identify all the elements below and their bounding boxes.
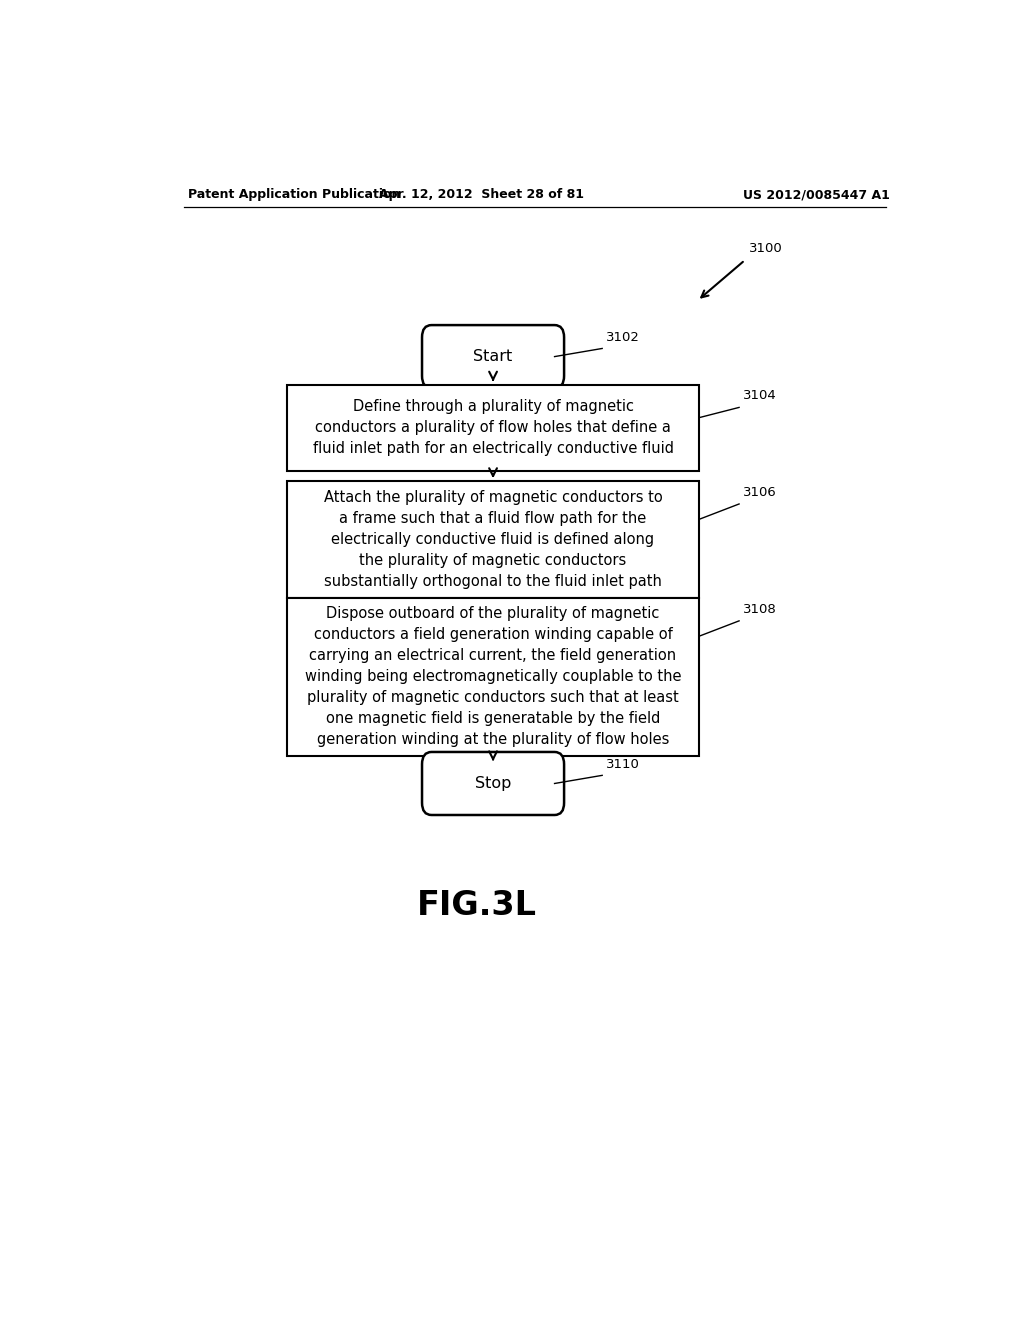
Text: Apr. 12, 2012  Sheet 28 of 81: Apr. 12, 2012 Sheet 28 of 81 (379, 189, 584, 202)
FancyBboxPatch shape (287, 480, 699, 598)
Text: Start: Start (473, 348, 513, 364)
Text: US 2012/0085447 A1: US 2012/0085447 A1 (743, 189, 890, 202)
Text: FIG.3L: FIG.3L (417, 888, 538, 921)
FancyBboxPatch shape (422, 325, 564, 388)
Text: 3104: 3104 (743, 389, 777, 403)
FancyBboxPatch shape (287, 598, 699, 755)
Text: Dispose outboard of the plurality of magnetic
conductors a field generation wind: Dispose outboard of the plurality of mag… (305, 606, 681, 747)
FancyBboxPatch shape (287, 384, 699, 471)
Text: 3110: 3110 (606, 758, 640, 771)
Text: Patent Application Publication: Patent Application Publication (187, 189, 400, 202)
Text: Attach the plurality of magnetic conductors to
a frame such that a fluid flow pa: Attach the plurality of magnetic conduct… (324, 490, 663, 589)
FancyBboxPatch shape (422, 752, 564, 814)
Text: 3106: 3106 (743, 486, 777, 499)
Text: 3108: 3108 (743, 603, 777, 615)
Text: 3100: 3100 (749, 242, 782, 255)
Text: Define through a plurality of magnetic
conductors a plurality of flow holes that: Define through a plurality of magnetic c… (312, 399, 674, 457)
Text: 3102: 3102 (606, 331, 640, 345)
Text: Stop: Stop (475, 776, 511, 791)
